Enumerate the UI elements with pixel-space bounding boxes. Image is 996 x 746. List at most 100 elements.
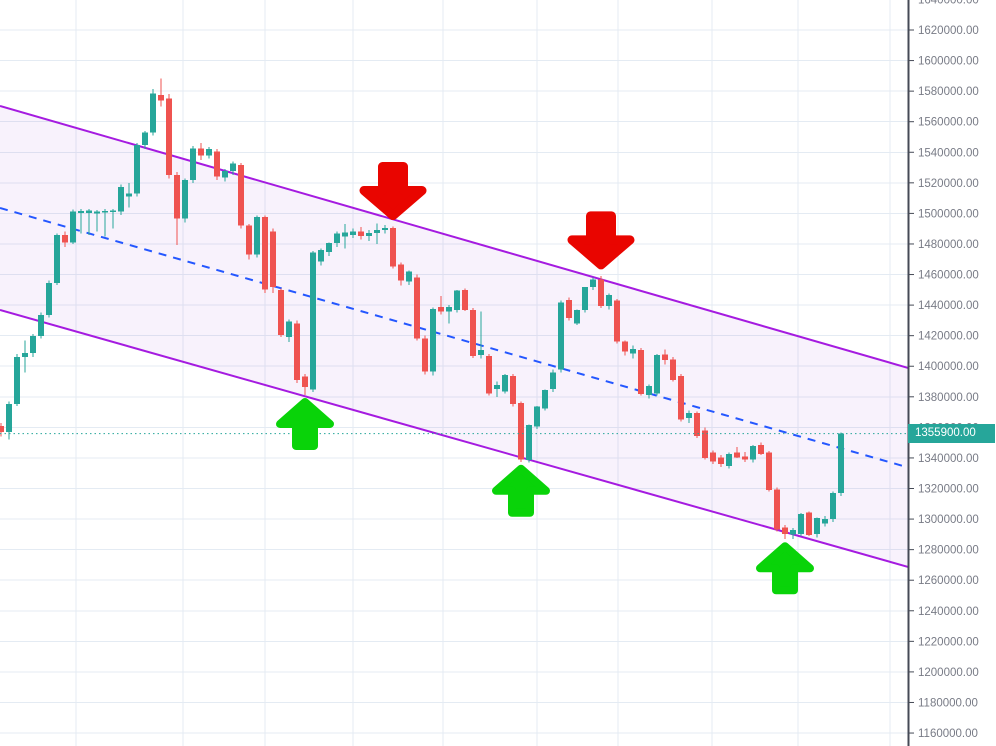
price-axis-label: 1260000.00 — [918, 575, 979, 587]
candle-down — [0, 422, 4, 437]
candle-body — [190, 148, 196, 180]
candle-down — [614, 298, 620, 344]
candle-body — [510, 376, 516, 404]
candle-body — [118, 186, 124, 212]
channel-middle-line[interactable] — [0, 207, 909, 469]
price-axis[interactable]: 1640000.00 1620000.00 1600000.00 1580000.00… — [907, 0, 979, 746]
candle-body — [78, 211, 84, 214]
candle-down — [238, 162, 244, 229]
candle-body — [766, 452, 772, 491]
candle-down — [270, 228, 276, 293]
candle-up — [454, 289, 460, 313]
buy-signal-arrow-icon[interactable] — [276, 397, 334, 450]
candle-body — [734, 452, 740, 458]
candle-body — [150, 93, 156, 133]
candle-body — [638, 350, 644, 394]
candle-body — [502, 374, 508, 392]
price-axis-label: 1540000.00 — [918, 147, 979, 159]
candle-body — [438, 307, 444, 312]
candle-body — [86, 210, 92, 213]
sell-signal-arrow-icon[interactable] — [567, 211, 635, 270]
price-axis-label: 1400000.00 — [918, 361, 979, 373]
sell-signal-arrow-icon[interactable] — [359, 162, 427, 221]
candle-down — [742, 451, 748, 462]
candle-down — [398, 262, 404, 286]
candle-up — [38, 312, 44, 339]
price-axis-label: 1580000.00 — [918, 86, 979, 98]
candle-up — [526, 424, 532, 463]
candle-down — [198, 143, 204, 160]
candle-down — [390, 226, 396, 269]
candle-body — [654, 354, 660, 394]
candle-up — [582, 286, 588, 313]
candle-body — [630, 349, 636, 354]
buy-signal-arrow-icon[interactable] — [756, 542, 814, 595]
candle-body — [182, 179, 188, 219]
candle-body — [110, 210, 116, 213]
candle-body — [198, 148, 204, 156]
candle-up — [590, 277, 596, 290]
candle-body — [366, 232, 372, 237]
price-axis-label: 1520000.00 — [918, 178, 979, 190]
channel-lower-line[interactable] — [0, 309, 909, 568]
candle-body — [590, 279, 596, 288]
candle-up — [318, 248, 324, 266]
parallel-channel[interactable] — [0, 104, 909, 568]
price-axis-label: 1200000.00 — [918, 667, 979, 679]
candle-up — [494, 381, 500, 397]
candle-body — [398, 264, 404, 281]
candle-up — [118, 184, 124, 215]
candle-up — [190, 146, 196, 183]
price-axis-label: 1460000.00 — [918, 270, 979, 282]
candle-body — [774, 489, 780, 530]
candle-body — [830, 493, 836, 520]
candle-body — [790, 530, 796, 535]
candle-up — [574, 309, 580, 325]
price-axis-label: 1300000.00 — [918, 514, 979, 526]
candle-down — [518, 401, 524, 462]
candle-body — [822, 519, 828, 524]
candle-up — [70, 209, 76, 244]
candle-body — [470, 309, 476, 356]
candle-up — [502, 374, 508, 394]
channel-upper-line[interactable] — [0, 104, 909, 369]
price-axis-label: 1240000.00 — [918, 606, 979, 618]
candle-body — [222, 171, 228, 178]
candle-up — [366, 230, 372, 241]
candle-down — [766, 451, 772, 492]
candle-body — [486, 355, 492, 394]
price-axis-label: 1500000.00 — [918, 208, 979, 220]
candle-down — [734, 447, 740, 458]
candle-up — [446, 305, 452, 324]
price-axis-label: 1600000.00 — [918, 56, 979, 68]
candle-body — [574, 309, 580, 324]
candle-down — [710, 450, 716, 465]
candle-body — [550, 372, 556, 390]
candle-body — [598, 279, 604, 307]
candle-body — [582, 287, 588, 310]
candle-up — [150, 88, 156, 136]
gridlines — [0, 0, 908, 746]
price-axis-label: 1420000.00 — [918, 331, 979, 343]
candle-down — [358, 227, 364, 240]
candle-body — [446, 307, 452, 312]
candle-up — [542, 389, 548, 411]
candle-up — [654, 354, 660, 396]
buy-signal-arrow-icon[interactable] — [492, 464, 550, 517]
candle-body — [382, 228, 388, 231]
candle-down — [414, 274, 420, 341]
candle-body — [702, 430, 708, 459]
candle-up — [142, 130, 148, 150]
candle-body — [350, 231, 356, 235]
candle-up — [822, 516, 828, 527]
candle-up — [646, 384, 652, 399]
candle-up — [750, 444, 756, 463]
candle-up — [686, 410, 692, 423]
price-axis-label: 1220000.00 — [918, 636, 979, 648]
candle-body — [278, 289, 284, 335]
candle-body — [542, 389, 548, 409]
candle-body — [102, 210, 108, 213]
candle-body — [174, 175, 180, 219]
candle-body — [238, 164, 244, 226]
